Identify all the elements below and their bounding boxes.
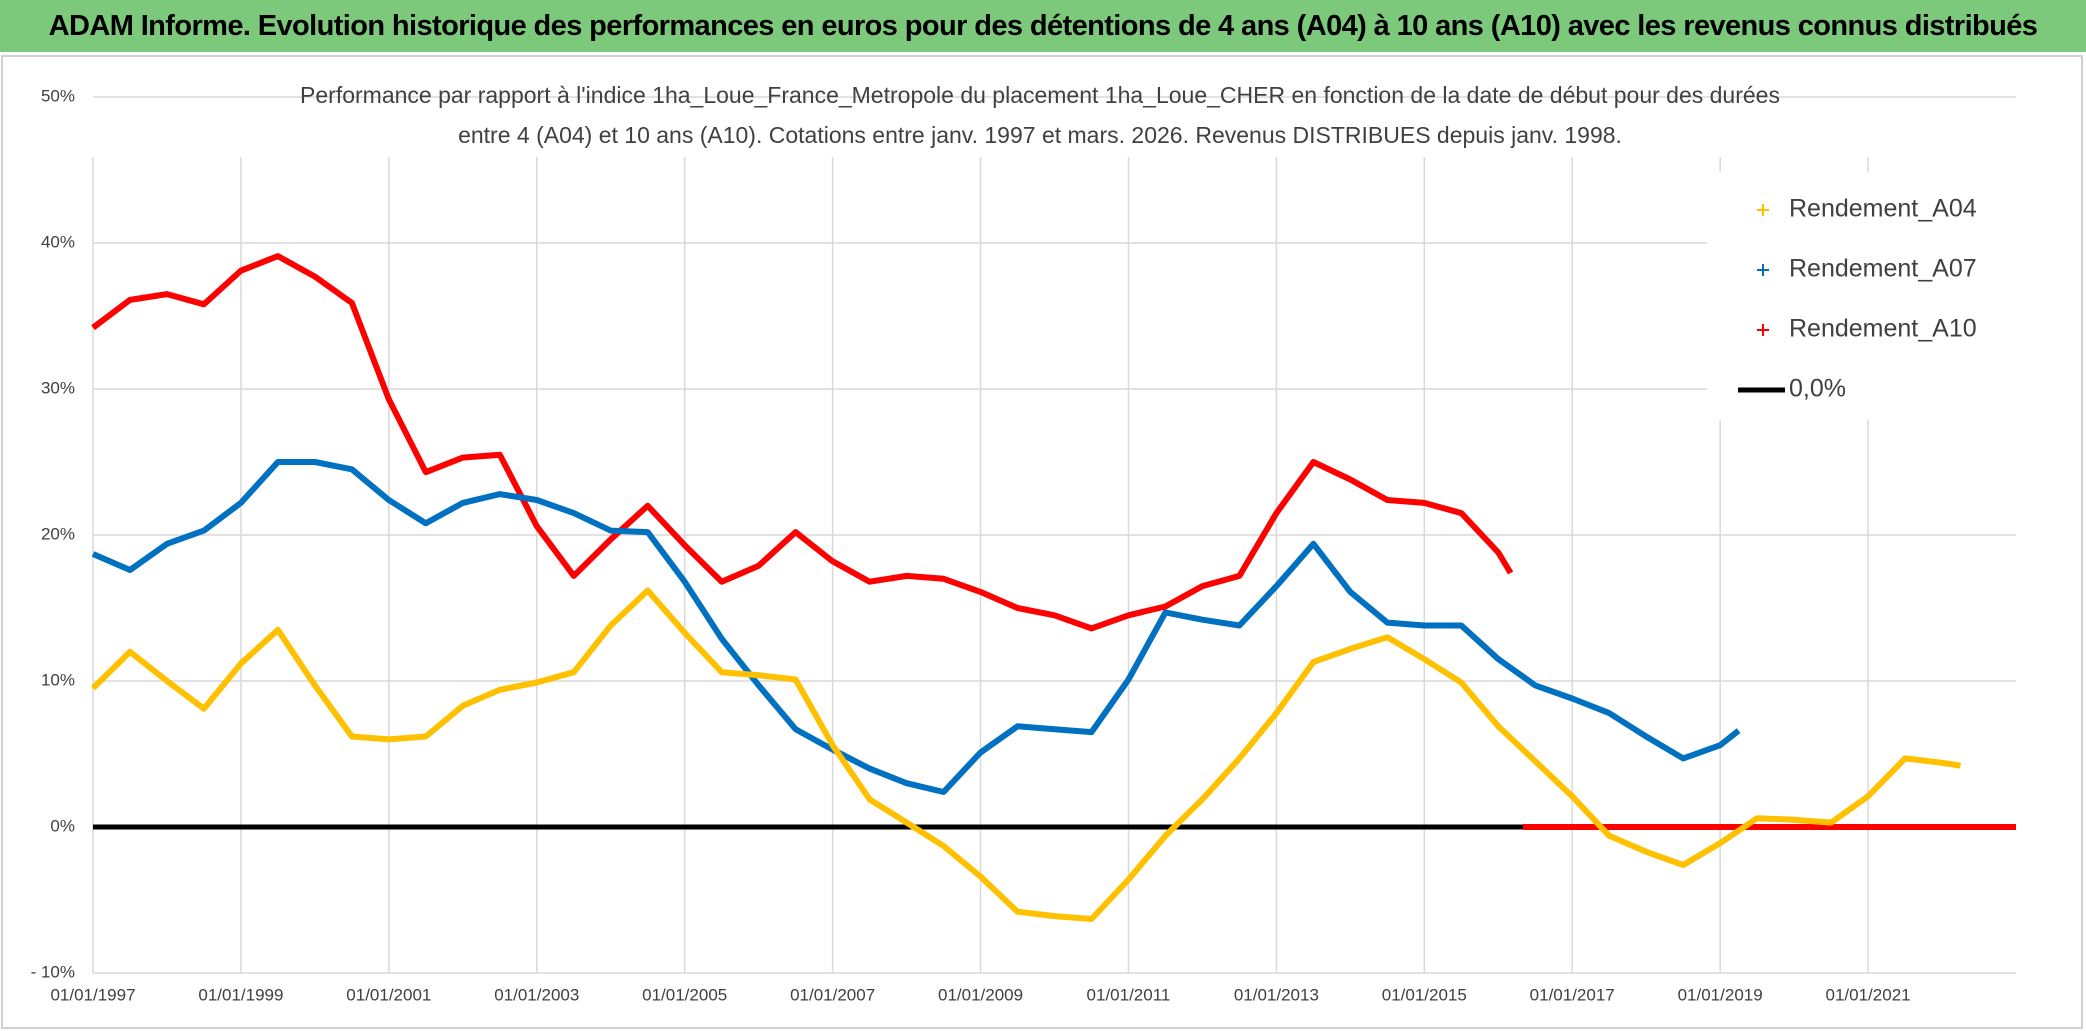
legend-label: 0,0%	[1789, 375, 1846, 403]
legend-label: Rendement_A07	[1789, 255, 1977, 283]
page-title: ADAM Informe. Evolution historique des p…	[0, 0, 2086, 52]
x-tick-label: 01/01/2015	[1382, 985, 1467, 1004]
x-tick-label: 01/01/2011	[1087, 985, 1171, 1004]
x-tick-label: 01/01/2001	[346, 985, 431, 1004]
legend-label: Rendement_A10	[1789, 315, 1977, 343]
y-tick-label: 20%	[41, 524, 75, 543]
x-tick-label: 01/01/2005	[642, 985, 727, 1004]
x-tick-label: 01/01/2009	[938, 985, 1023, 1004]
y-tick-label: 30%	[41, 378, 75, 397]
series-line	[91, 459, 1741, 795]
chart-title: Performance par rapport à l'indice 1ha_L…	[300, 82, 1780, 108]
y-tick-label: 0%	[50, 816, 75, 835]
y-tick-label: 40%	[41, 232, 75, 251]
x-tick-label: 01/01/2021	[1826, 985, 1911, 1004]
legend-label: Rendement_A04	[1789, 195, 1977, 223]
x-tick-label: 01/01/2019	[1678, 985, 1763, 1004]
y-tick-label: 10%	[41, 670, 75, 689]
series-line	[90, 587, 1961, 922]
series-line	[91, 253, 2016, 830]
x-tick-label: 01/01/2003	[494, 985, 579, 1004]
x-tick-label: 01/01/2007	[790, 985, 875, 1004]
x-tick-label: 01/01/1999	[198, 985, 283, 1004]
x-tick-label: 01/01/2017	[1530, 985, 1615, 1004]
legend-box	[1707, 172, 2016, 420]
x-tick-label: 01/01/2013	[1234, 985, 1319, 1004]
chart-title: entre 4 (A04) et 10 ans (A10). Cotations…	[458, 122, 1622, 148]
x-tick-label: 01/01/1997	[50, 985, 135, 1004]
y-tick-label: - 10%	[31, 962, 75, 981]
chart-border	[1, 55, 2083, 1029]
y-tick-label: 50%	[41, 86, 75, 105]
